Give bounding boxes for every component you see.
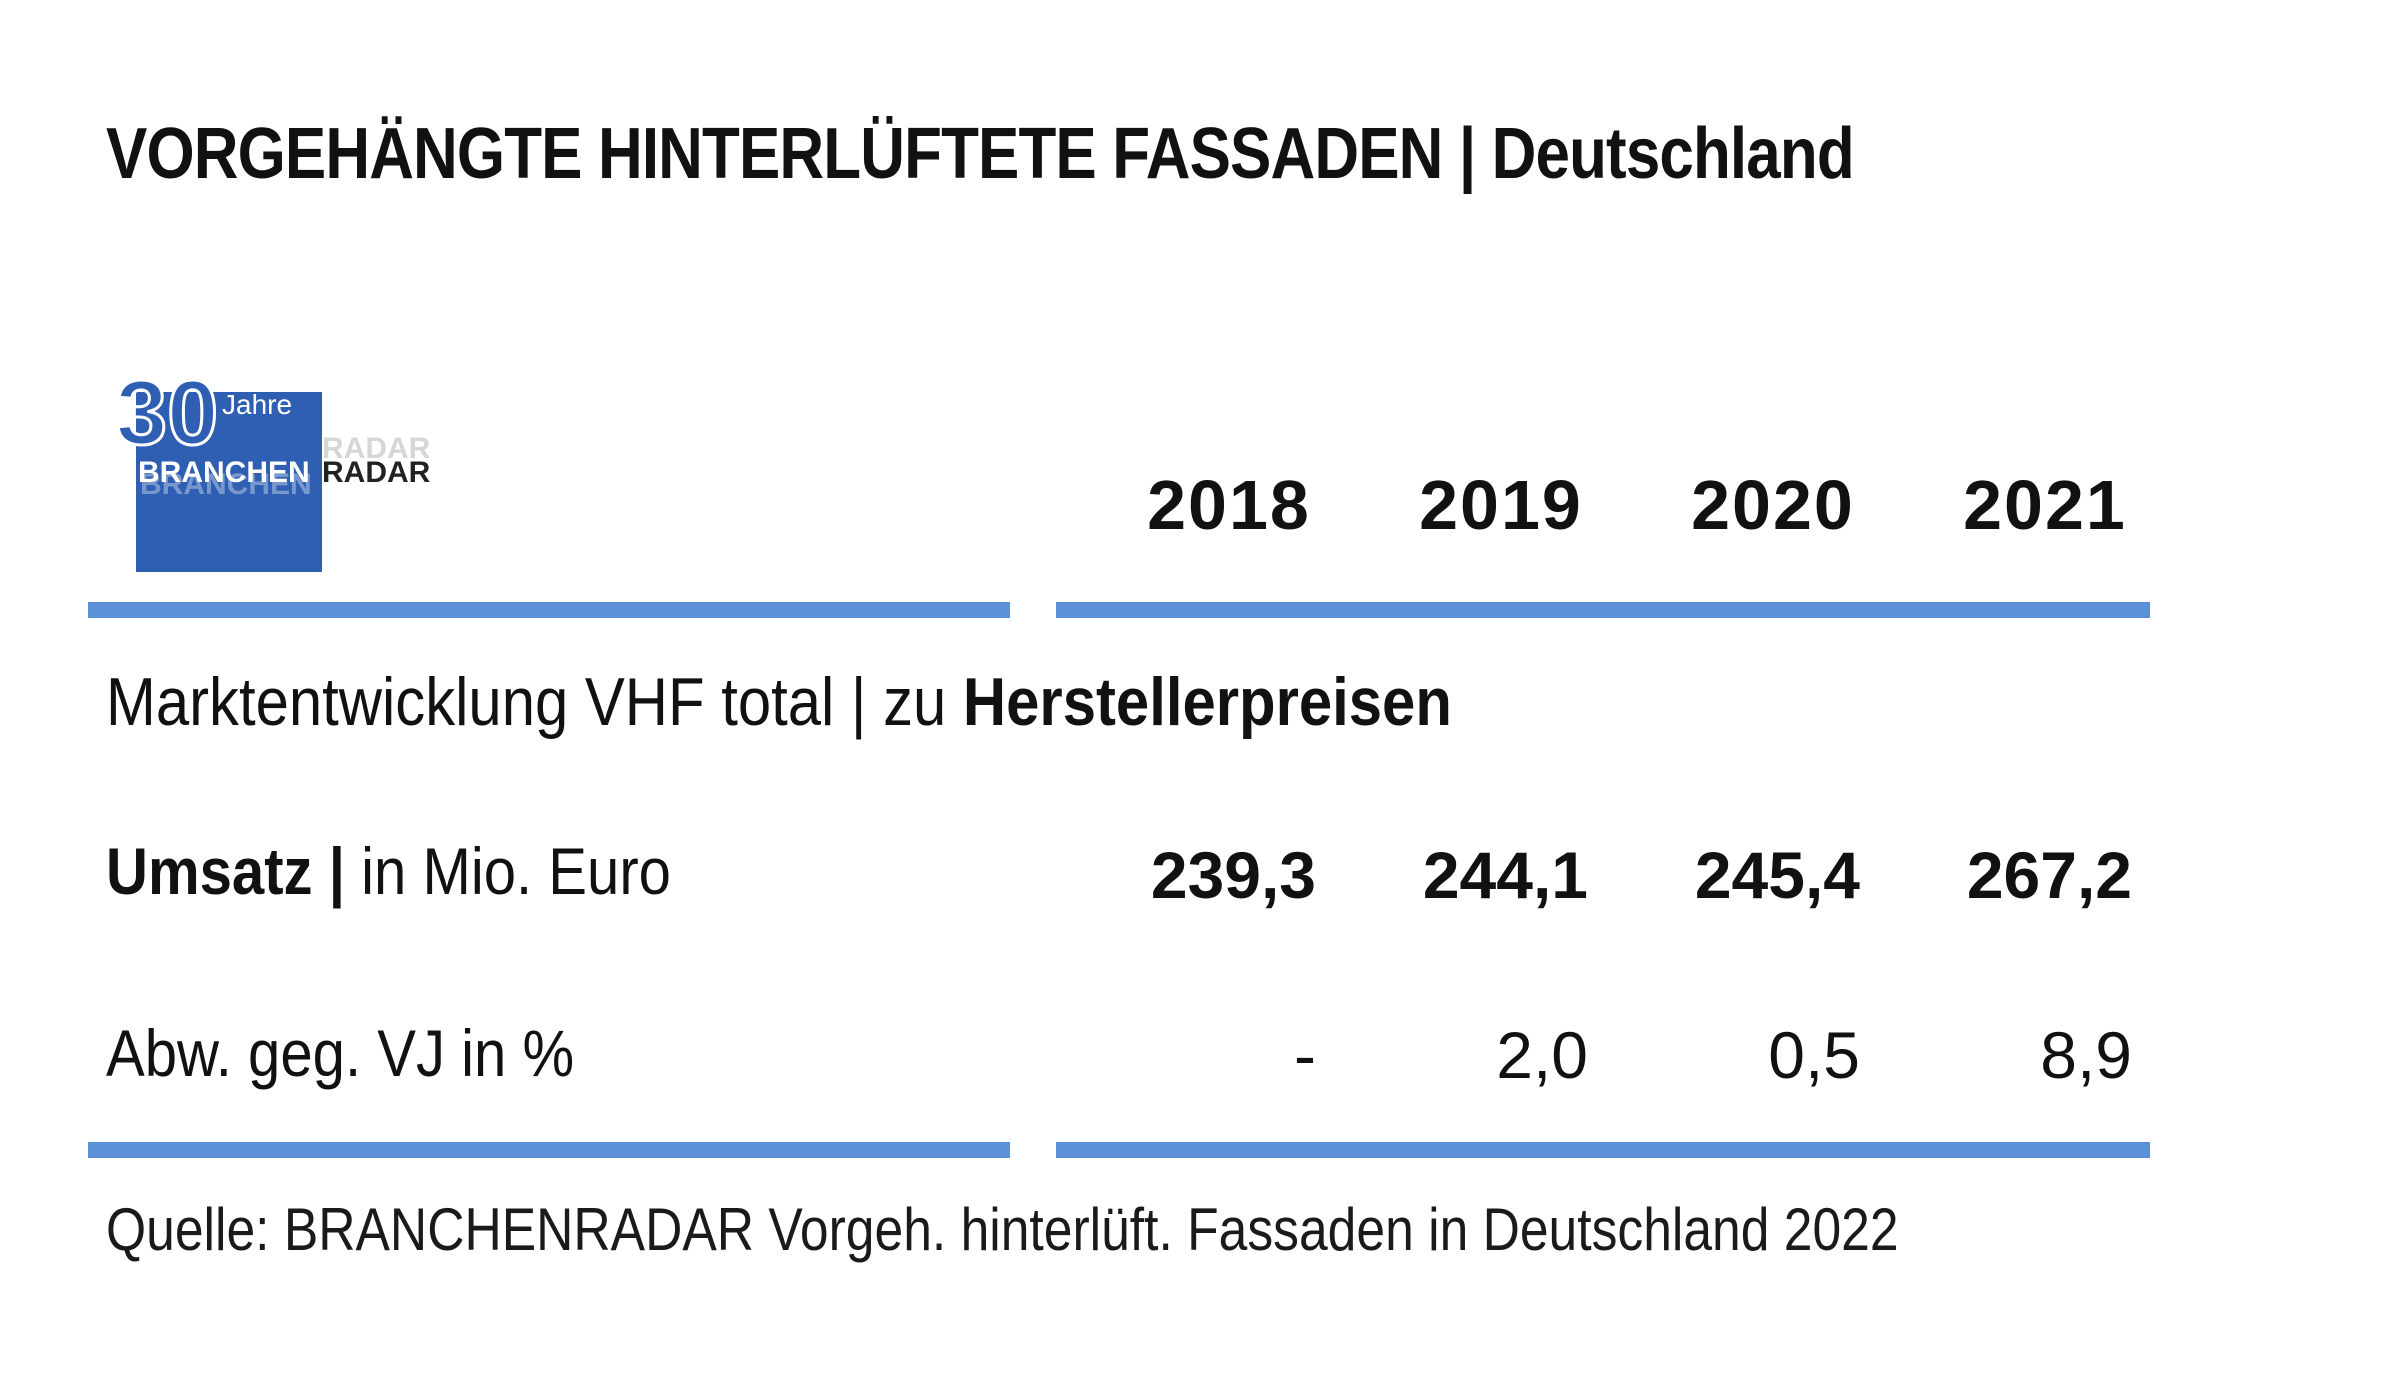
logo-brand-part2: RADAR — [322, 456, 431, 489]
page-title: VORGEHÄNGTE HINTERLÜFTETE FASSADEN | Deu… — [106, 114, 1855, 194]
year-header-2021: 2021 — [1963, 466, 2127, 544]
top-rule-left — [88, 602, 1010, 618]
row-label-umsatz-regular: in Mio. Euro — [361, 834, 671, 908]
logo-number: 30 — [116, 362, 218, 464]
logo-radar-shadow: RADAR — [322, 432, 431, 465]
umsatz-2020: 245,4 — [1694, 838, 1860, 912]
source-note: Quelle: BRANCHENRADAR Vorgeh. hinterlüft… — [106, 1196, 1899, 1263]
year-header-2020: 2020 — [1691, 466, 1855, 544]
row-label-umsatz: Umsatz | in Mio. Euro — [106, 838, 671, 904]
top-rule-right — [1056, 602, 2150, 618]
row-label-umsatz-bold: Umsatz | — [106, 834, 362, 908]
year-header-2019: 2019 — [1419, 466, 1583, 544]
bottom-rule-right — [1056, 1142, 2150, 1158]
year-header-2018: 2018 — [1147, 466, 1311, 544]
subtitle-bold: Herstellerpreisen — [962, 664, 1452, 740]
logo-brand-part1: BRANCHEN — [138, 456, 310, 489]
row-label-abweichung: Abw. geg. VJ in % — [106, 1020, 574, 1086]
row-label-abweichung-regular: Abw. geg. VJ in % — [106, 1016, 575, 1090]
logo-jahre: Jahre — [222, 389, 292, 420]
umsatz-2019: 244,1 — [1422, 838, 1588, 912]
table-subtitle: Marktentwicklung VHF total | zu Herstell… — [106, 668, 1452, 736]
umsatz-2021: 267,2 — [1966, 838, 2132, 912]
abweichung-2019: 2,0 — [1496, 1018, 1588, 1092]
abweichung-2020: 0,5 — [1768, 1018, 1860, 1092]
bottom-rule-left — [88, 1142, 1010, 1158]
subtitle-regular: Marktentwicklung VHF total | zu — [106, 664, 963, 740]
logo-square — [136, 392, 322, 572]
abweichung-2018: - — [1294, 1018, 1316, 1092]
logo-brand-shadow: BRANCHEN — [140, 468, 312, 501]
branchenradar-logo: 30 Jahre BRANCHEN BRANCHEN RADAR RADAR — [115, 362, 431, 572]
abweichung-2021: 8,9 — [2040, 1018, 2132, 1092]
umsatz-2018: 239,3 — [1150, 838, 1316, 912]
